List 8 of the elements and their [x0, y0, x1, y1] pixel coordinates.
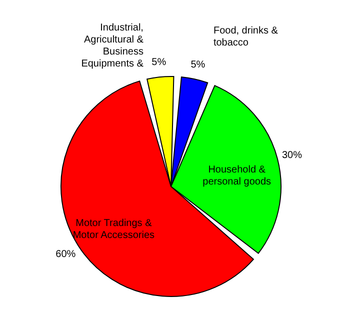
data-label: 60%: [56, 248, 76, 260]
slice-label: Household & personal goods: [202, 164, 272, 188]
data-label: 5%: [152, 57, 166, 68]
slice-label: Food, drinks & tobacco: [213, 25, 278, 48]
data-label: 30%: [282, 150, 302, 162]
slice-label: Motor Tradings & Motor Accessories: [72, 218, 155, 242]
slice-label: Industrial, Agricultural & Business Equipments &: [81, 22, 144, 70]
data-label: 5%: [190, 59, 206, 70]
